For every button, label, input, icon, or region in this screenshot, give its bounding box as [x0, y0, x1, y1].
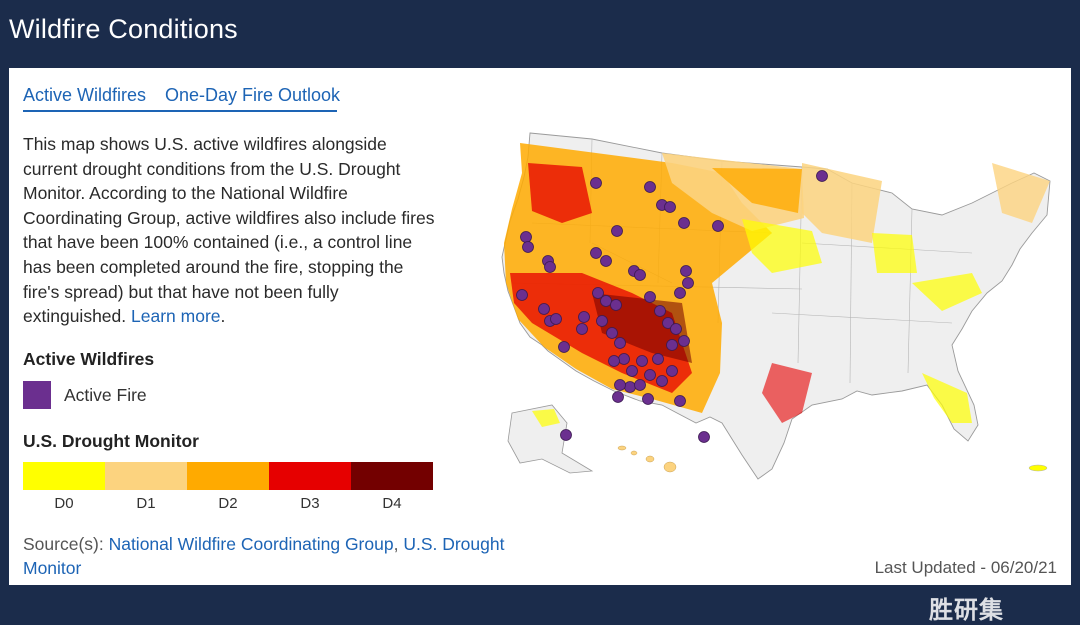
- alaska-drought: [532, 409, 560, 427]
- drought-monitor-source-link[interactable]: U.S. Drought Monitor: [23, 534, 505, 578]
- last-updated: Last Updated - 06/20/21: [874, 558, 1057, 577]
- fire-markers[interactable]: [516, 170, 828, 443]
- drought-swatch-d2: [187, 462, 269, 490]
- drought-monitor-heading: U.S. Drought Monitor: [23, 431, 199, 451]
- drought-label-d4: D4: [382, 495, 402, 512]
- learn-more-link[interactable]: Learn more: [131, 306, 221, 327]
- active-wildfires-heading: Active Wildfires: [23, 349, 155, 369]
- active-fire-swatch: [23, 381, 51, 409]
- active-fire-label: Active Fire: [64, 385, 147, 405]
- source-line: Source(s): National Wildfire Coordinatin…: [23, 532, 523, 580]
- drought-label-d3: D3: [300, 495, 320, 512]
- drought-swatch-d0: [23, 462, 105, 490]
- header-bar: Wildfire Conditions: [0, 0, 1080, 68]
- watermark: 胜研集: [929, 597, 1004, 624]
- drought-swatch-d3: [269, 462, 351, 490]
- tab-underline: [23, 110, 337, 112]
- puerto-rico: [1028, 464, 1048, 472]
- drought-labels: D0 D1 D2 D3 D4: [23, 495, 433, 512]
- drought-label-d2: D2: [218, 495, 238, 512]
- tab-one-day-fire-outlook[interactable]: One-Day Fire Outlook: [165, 85, 341, 105]
- hawaii-islands: [617, 445, 677, 473]
- description-period: .: [220, 306, 226, 327]
- page-title: Wildfire Conditions: [9, 14, 238, 44]
- description: This map shows U.S. active wildfires alo…: [23, 132, 443, 329]
- source-prefix: Source(s):: [23, 534, 109, 554]
- content-panel: Active Wildfires One-Day Fire Outlook Th…: [9, 68, 1071, 624]
- drought-swatch-d4: [351, 462, 433, 490]
- alaska-outline: [507, 404, 594, 474]
- source-separator: ,: [393, 534, 404, 554]
- drought-label-d1: D1: [136, 495, 156, 512]
- tab-active-wildfires[interactable]: Active Wildfires: [23, 85, 147, 112]
- drought-label-d0: D0: [54, 495, 74, 512]
- us-drought-fire-map[interactable]: [472, 123, 1067, 483]
- drought-color-scale: [23, 462, 433, 490]
- description-text: This map shows U.S. active wildfires alo…: [23, 134, 435, 327]
- nwcg-source-link[interactable]: National Wildfire Coordinating Group: [108, 534, 394, 554]
- drought-swatch-d1: [105, 462, 187, 490]
